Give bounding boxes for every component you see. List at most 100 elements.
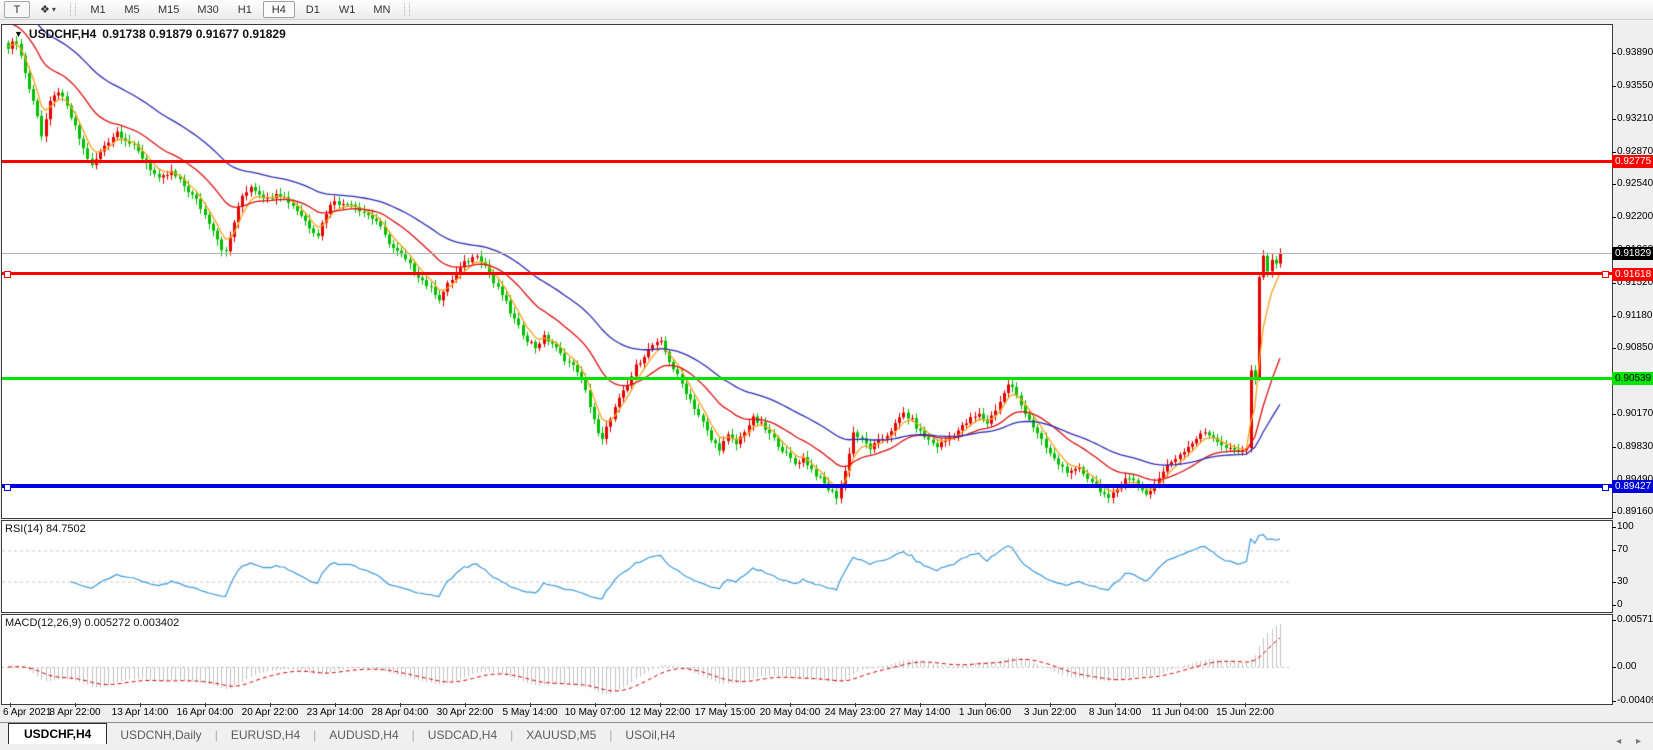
timeframe-button-m1[interactable]: M1	[90, 3, 106, 16]
tab-scroll-arrows[interactable]: ◂ ▸	[1616, 736, 1647, 747]
tab-separator: |	[313, 728, 317, 742]
tab-separator: |	[510, 728, 514, 742]
price-axis-label: 0.92540	[1612, 178, 1653, 190]
date-axis-label: 30 Apr 22:00	[436, 707, 494, 718]
date-axis-label: 3 Jun 22:00	[1023, 707, 1077, 718]
price-canvas[interactable]	[2, 25, 1610, 516]
price-axis-label: 0.89830	[1612, 441, 1653, 453]
date-axis-label: 15 Jun 22:00	[1216, 707, 1274, 718]
timeframe-button-mn[interactable]: MN	[373, 3, 391, 16]
toolbar: T ❖ ▾ M1 M5 M15 M30 H1 H4 D1 W1 MN	[0, 0, 1653, 20]
tab-usoil-h4[interactable]: USOil,H4	[625, 728, 676, 742]
level-badge-0.90539: 0.90539	[1612, 372, 1653, 386]
date-axis-label: 5 May 14:00	[502, 707, 558, 718]
rsi-axis-label: 0	[1612, 599, 1653, 611]
price-axis-label: 0.93210	[1612, 113, 1653, 125]
chart-title: ▼ USDCHF,H4 0.91738 0.91879 0.91677 0.91…	[14, 27, 286, 41]
price-axis-label: 0.90170	[1612, 408, 1653, 420]
date-tick	[270, 703, 271, 707]
rsi-canvas[interactable]	[2, 521, 1610, 610]
price-axis-label: 0.89160	[1612, 506, 1653, 518]
level-line-0.89427[interactable]	[2, 484, 1612, 489]
palette-dropdown-button[interactable]: ❖ ▾	[32, 1, 64, 18]
date-tick	[725, 703, 726, 707]
timeframe-button-w1[interactable]: W1	[338, 3, 356, 16]
date-tick	[465, 703, 466, 707]
date-tick	[1050, 703, 1051, 707]
date-axis-label: 27 May 14:00	[889, 707, 951, 718]
date-axis-label: 10 May 07:00	[564, 707, 626, 718]
price-axis-label: 0.91180	[1612, 310, 1653, 322]
timeframe-button-m5[interactable]: M5	[124, 3, 140, 16]
price-axis-label: 0.92870	[1612, 146, 1653, 158]
date-tick	[400, 703, 401, 707]
timeframe-button-m15[interactable]: M15	[158, 3, 180, 16]
macd-canvas[interactable]	[2, 615, 1610, 702]
tab-usdchf-h4[interactable]: USDCHF,H4	[8, 723, 108, 745]
date-tick	[1115, 703, 1116, 707]
date-tick	[140, 703, 141, 707]
date-tick	[790, 703, 791, 707]
date-axis-label: 8 Apr 22:00	[49, 707, 101, 718]
price-axis-label: 0.91520	[1612, 277, 1653, 289]
palette-icon: ❖	[40, 4, 50, 16]
tab-separator: |	[214, 728, 218, 742]
date-axis-label: 11 Jun 04:00	[1151, 707, 1209, 718]
level-badge-0.91618: 0.91618	[1612, 267, 1653, 281]
date-axis-label: 12 May 22:00	[629, 707, 691, 718]
timeframe-button-h1[interactable]: H1	[237, 3, 252, 16]
date-axis-label: 8 Jun 14:00	[1088, 707, 1142, 718]
tab-separator: |	[411, 728, 415, 742]
price-chart-pane[interactable]	[1, 24, 1613, 519]
level-handle[interactable]	[1602, 271, 1609, 278]
tab-audusd-h4[interactable]: AUDUSD,H4	[329, 728, 399, 742]
chevron-down-icon: ▾	[51, 5, 56, 14]
date-axis-label: 6 Apr 2021	[3, 707, 52, 718]
status-bar	[0, 744, 1653, 750]
date-axis-label: 24 May 23:00	[824, 707, 886, 718]
date-tick	[75, 703, 76, 707]
tab-xauusd-m5[interactable]: XAUUSD,M5	[526, 728, 597, 742]
macd-axis-label: 0.005718	[1612, 614, 1653, 626]
timeframe-button-h4[interactable]: H4	[262, 1, 295, 18]
date-axis-label: 13 Apr 14:00	[111, 707, 169, 718]
toolbar-separator	[404, 3, 411, 16]
level-handle[interactable]	[4, 271, 11, 278]
date-tick	[335, 703, 336, 707]
level-line-0.91618[interactable]	[2, 272, 1612, 275]
price-axis-label: 0.90850	[1612, 342, 1653, 354]
level-handle[interactable]	[1602, 483, 1609, 491]
rsi-axis-label: 70	[1612, 544, 1653, 556]
tab-separator: |	[609, 728, 613, 742]
macd-pane[interactable]	[1, 614, 1613, 705]
timeframe-button-d1[interactable]: D1	[305, 3, 320, 16]
date-tick	[660, 703, 661, 707]
date-axis-label: 17 May 15:00	[694, 707, 756, 718]
tab-eurusd-h4[interactable]: EURUSD,H4	[230, 728, 301, 742]
rsi-axis-label: 30	[1612, 576, 1653, 588]
chart-ohlc-values: 0.91738 0.91879 0.91677 0.91829	[102, 27, 286, 41]
toolbar-separator	[70, 3, 76, 16]
price-axis-label: 0.92200	[1612, 211, 1653, 223]
text-tool-button[interactable]: T	[4, 1, 30, 18]
tab-usdcnh-daily[interactable]: USDCNH,Daily	[120, 728, 202, 742]
level-badge-0.89427: 0.89427	[1612, 480, 1653, 494]
date-tick	[1180, 703, 1181, 707]
symbol-marker-icon: ▼	[14, 29, 23, 39]
rsi-pane[interactable]	[1, 520, 1613, 613]
timeframe-button-m30[interactable]: M30	[197, 3, 219, 16]
macd-label: MACD(12,26,9) 0.005272 0.003402	[5, 617, 180, 629]
date-tick	[855, 703, 856, 707]
date-axis-label: 20 Apr 22:00	[241, 707, 299, 718]
tab-usdcad-h4[interactable]: USDCAD,H4	[427, 728, 498, 742]
current-price-badge: 0.91829	[1612, 247, 1653, 261]
date-axis: 6 Apr 2021 8 Apr 22:00 13 Apr 14:00 16 Apr …	[0, 703, 1612, 719]
level-line-0.90539[interactable]	[2, 376, 1612, 380]
level-handle[interactable]	[4, 483, 11, 491]
date-tick	[920, 703, 921, 707]
date-axis-label: 1 Jun 06:00	[958, 707, 1012, 718]
macd-axis-label: -0.004094	[1612, 695, 1653, 707]
level-line-0.92775[interactable]	[2, 159, 1612, 163]
date-tick	[205, 703, 206, 707]
